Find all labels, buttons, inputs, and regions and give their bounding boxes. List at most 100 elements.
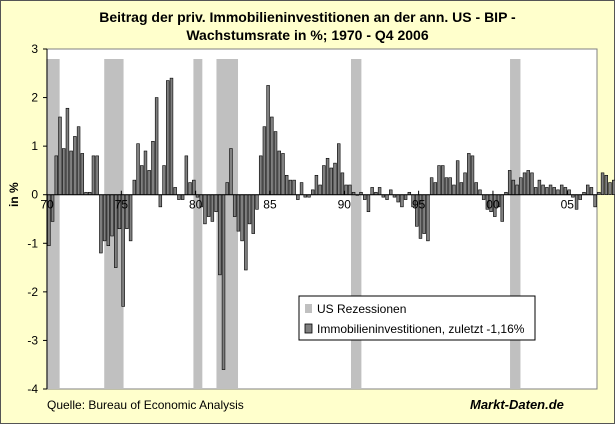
bar-52: [240, 194, 244, 242]
bar-94: [396, 194, 400, 203]
bar-42: [203, 194, 207, 225]
y-tick-label-7: -4: [27, 382, 38, 396]
bar-114: [470, 155, 475, 196]
bar-95: [400, 194, 404, 208]
bar-44: [210, 194, 215, 222]
bar-78: [337, 143, 341, 196]
bar-130: [530, 172, 534, 196]
bar-55: [251, 194, 255, 234]
bar-149: [600, 172, 605, 196]
x-tick-label-5: 95: [412, 198, 426, 212]
bar-133: [541, 184, 545, 196]
bar-108: [448, 177, 452, 196]
legend-box: [298, 295, 536, 341]
bar-115: [474, 182, 478, 196]
x-tick-label-0: 70: [40, 198, 54, 212]
bar-107: [444, 177, 449, 196]
recession-band-4: [350, 59, 362, 389]
bar-29: [154, 97, 159, 196]
bar-85: [363, 194, 367, 200]
bar-125: [511, 179, 516, 196]
x-tick-label-2: 80: [189, 198, 203, 212]
bar-74: [322, 165, 326, 196]
bar-61: [273, 131, 278, 196]
bar-17: [110, 194, 114, 237]
bar-131: [533, 187, 538, 196]
x-tick-label-3: 85: [263, 198, 277, 212]
bar-57: [258, 155, 263, 196]
bar-73: [318, 184, 322, 196]
bar-143: [578, 194, 582, 200]
bar-25: [140, 165, 144, 196]
bar-23: [132, 179, 137, 196]
bar-140: [567, 189, 571, 196]
legend-label-1: Immobilieninvestitionen, zuletzt -1,16%: [317, 322, 525, 336]
recession-band-1: [104, 59, 124, 389]
y-tick-label-6: -3: [27, 333, 38, 347]
y-axis-title: in %: [7, 182, 21, 207]
bar-76: [329, 167, 334, 196]
bar-13: [95, 155, 99, 196]
x-tick-label-6: 00: [486, 198, 500, 212]
bar-113: [467, 153, 471, 196]
y-tick-label-3: 0: [31, 188, 38, 202]
bar-16: [106, 194, 111, 247]
bar-45: [214, 194, 218, 213]
recession-band-5: [510, 59, 521, 389]
bar-122: [500, 194, 504, 222]
bar-138: [559, 184, 564, 196]
bar-142: [574, 194, 579, 210]
bar-24: [136, 143, 140, 196]
legend-swatch-0: [305, 304, 312, 313]
bar-3: [58, 116, 62, 196]
bar-33: [169, 77, 174, 196]
bar-35: [177, 194, 181, 200]
bar-67: [296, 194, 300, 200]
bar-63: [281, 153, 285, 196]
bar-2: [54, 155, 59, 196]
bar-48: [225, 182, 229, 196]
bar-96: [403, 194, 408, 200]
bar-58: [262, 126, 267, 196]
bar-91: [385, 194, 389, 200]
bar-110: [455, 160, 460, 196]
bar-148: [597, 191, 601, 196]
bar-111: [459, 182, 464, 196]
bar-152: [612, 179, 615, 196]
recession-band-2: [193, 59, 203, 389]
bar-46: [218, 194, 222, 276]
bar-68: [299, 182, 304, 196]
y-tick-label-5: -2: [27, 285, 38, 299]
bar-117: [481, 194, 486, 200]
bar-26: [143, 150, 148, 196]
bar-38: [188, 182, 192, 196]
legend-label-0: US Rezessionen: [317, 302, 406, 316]
x-tick-label-4: 90: [338, 198, 352, 212]
bar-4: [62, 148, 66, 196]
bar-92: [389, 189, 393, 196]
bar-104: [433, 182, 438, 196]
x-tick-label-1: 75: [115, 198, 129, 212]
bar-135: [548, 184, 553, 196]
bar-51: [236, 194, 241, 232]
bar-127: [519, 177, 523, 196]
bar-132: [537, 179, 542, 196]
y-tick-label-2: 1: [31, 139, 38, 153]
bar-32: [166, 80, 170, 196]
bar-6: [69, 150, 73, 196]
bar-22: [128, 194, 133, 242]
bar-15: [102, 194, 107, 242]
bar-54: [247, 194, 252, 225]
bar-12: [91, 155, 96, 196]
chart-title-line-2: Wachstumsrate in %; 1970 - Q4 2006: [186, 27, 429, 43]
bar-147: [593, 194, 597, 208]
bar-80: [344, 184, 348, 196]
bar-59: [266, 85, 270, 196]
bar-128: [522, 172, 527, 196]
bar-47: [221, 194, 226, 370]
bar-65: [288, 179, 293, 196]
bar-56: [255, 194, 259, 210]
bar-43: [206, 194, 211, 217]
x-tick-label-7: 05: [561, 198, 575, 212]
